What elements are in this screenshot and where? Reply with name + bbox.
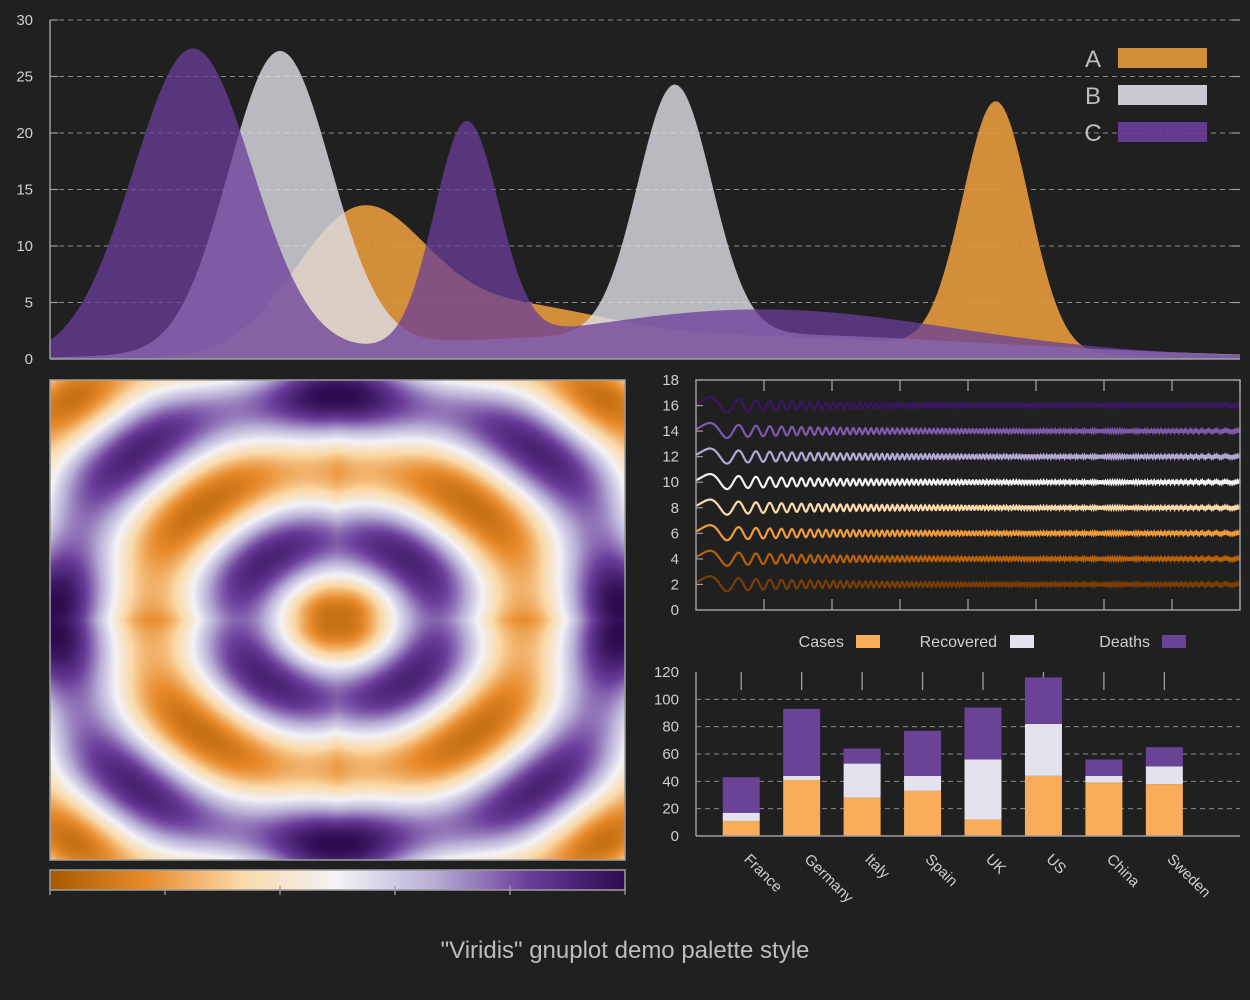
y-tick-label: 25 bbox=[16, 69, 33, 86]
bar-deaths bbox=[722, 777, 760, 813]
heatmap-chart bbox=[49, 379, 626, 895]
bar-recovered bbox=[1145, 766, 1183, 785]
series-area-C bbox=[50, 48, 1240, 360]
x-tick-label: China bbox=[1103, 851, 1143, 891]
legend-label-cases: Cases bbox=[799, 634, 844, 651]
legend-label-deaths: Deaths bbox=[1099, 634, 1150, 651]
x-tick-label: Sweden bbox=[1164, 851, 1214, 901]
bar-cases bbox=[1085, 782, 1123, 836]
stacked-bar-chart: 0 20 40 60 80 100 120 Cases Recovered Deaths Franc… bbox=[654, 634, 1240, 907]
y-tick-label: 0 bbox=[25, 351, 33, 368]
bar-recovered bbox=[783, 775, 821, 780]
y-tick-label: 40 bbox=[662, 773, 679, 790]
y-tick-label: 30 bbox=[16, 12, 33, 29]
line-plot-frame bbox=[695, 379, 1241, 611]
bar-cases bbox=[722, 820, 760, 836]
y-tick-label: 2 bbox=[671, 576, 679, 593]
series-line-4 bbox=[695, 498, 1242, 516]
bar-recovered bbox=[722, 812, 760, 821]
y-tick-label: 10 bbox=[662, 474, 679, 491]
y-tick-label: 0 bbox=[671, 828, 679, 845]
y-tick-label: 5 bbox=[25, 295, 33, 312]
y-tick-label: 15 bbox=[16, 182, 33, 199]
legend-label-B: B bbox=[1085, 83, 1101, 110]
bar-cases bbox=[904, 790, 942, 836]
y-tick-label: 8 bbox=[671, 500, 679, 517]
line-chart: 0 2 4 6 8 10 12 14 16 18 bbox=[662, 372, 1242, 619]
y-tick-label: 10 bbox=[16, 238, 33, 255]
series-area-B bbox=[50, 50, 1240, 359]
bar-recovered bbox=[1085, 775, 1123, 783]
y-tick-label: 16 bbox=[662, 398, 679, 415]
y-tick-label: 18 bbox=[662, 372, 679, 389]
series-line-2 bbox=[695, 549, 1242, 567]
area-chart: 0 5 10 15 20 25 30 ABC bbox=[16, 12, 1240, 368]
legend-swatch-A bbox=[1118, 48, 1207, 68]
figure-caption: "Viridis" gnuplot demo palette style bbox=[441, 937, 810, 964]
y-tick-label: 120 bbox=[654, 664, 679, 681]
legend-swatch-C bbox=[1118, 122, 1207, 142]
series-line-8 bbox=[695, 396, 1242, 414]
legend-swatch-cases bbox=[856, 635, 880, 648]
bar-deaths bbox=[964, 707, 1002, 760]
bar-deaths bbox=[783, 708, 821, 776]
legend-label-C: C bbox=[1084, 120, 1101, 147]
bar-deaths bbox=[1145, 747, 1183, 767]
series-line-5 bbox=[695, 472, 1242, 491]
y-tick-label: 14 bbox=[662, 423, 679, 440]
colorbar bbox=[49, 869, 626, 891]
heatmap-frame bbox=[49, 379, 626, 861]
x-tick-label: US bbox=[1043, 851, 1070, 878]
y-tick-label: 12 bbox=[662, 449, 679, 466]
x-tick-label: UK bbox=[982, 851, 1009, 878]
bar-cases bbox=[783, 779, 821, 836]
x-tick-label: Germany bbox=[801, 851, 857, 907]
y-tick-label: 60 bbox=[662, 746, 679, 763]
y-tick-label: 6 bbox=[671, 525, 679, 542]
x-tick-label: Italy bbox=[861, 851, 893, 883]
bar-deaths bbox=[843, 748, 881, 764]
y-tick-label: 4 bbox=[671, 551, 679, 568]
legend-swatch-B bbox=[1118, 85, 1207, 105]
bar-recovered bbox=[1024, 723, 1062, 776]
x-tick-label: Spain bbox=[922, 851, 961, 890]
series-line-1 bbox=[695, 575, 1242, 593]
bar-cases bbox=[843, 797, 881, 836]
heatmap-image bbox=[50, 380, 625, 860]
x-tick-label: France bbox=[740, 851, 785, 896]
series-line-7 bbox=[695, 421, 1242, 440]
bar-cases bbox=[1024, 775, 1062, 836]
bar-cases bbox=[1145, 784, 1183, 836]
series-line-3 bbox=[695, 524, 1242, 542]
bar-deaths bbox=[904, 730, 942, 776]
bar-recovered bbox=[843, 763, 881, 798]
y-tick-label: 0 bbox=[671, 602, 679, 619]
legend-swatch-recovered bbox=[1010, 635, 1034, 648]
bar-recovered bbox=[964, 759, 1002, 820]
bar-deaths bbox=[1085, 759, 1123, 776]
legend-label-A: A bbox=[1085, 46, 1101, 73]
legend-swatch-deaths bbox=[1162, 635, 1186, 648]
legend-label-recovered: Recovered bbox=[920, 634, 997, 651]
bar-deaths bbox=[1024, 677, 1062, 724]
bar-cases bbox=[964, 819, 1002, 836]
bar-recovered bbox=[904, 775, 942, 791]
y-tick-label: 20 bbox=[16, 125, 33, 142]
y-tick-label: 80 bbox=[662, 719, 679, 736]
y-tick-label: 100 bbox=[654, 691, 679, 708]
y-tick-label: 20 bbox=[662, 801, 679, 818]
series-line-6 bbox=[695, 447, 1242, 465]
